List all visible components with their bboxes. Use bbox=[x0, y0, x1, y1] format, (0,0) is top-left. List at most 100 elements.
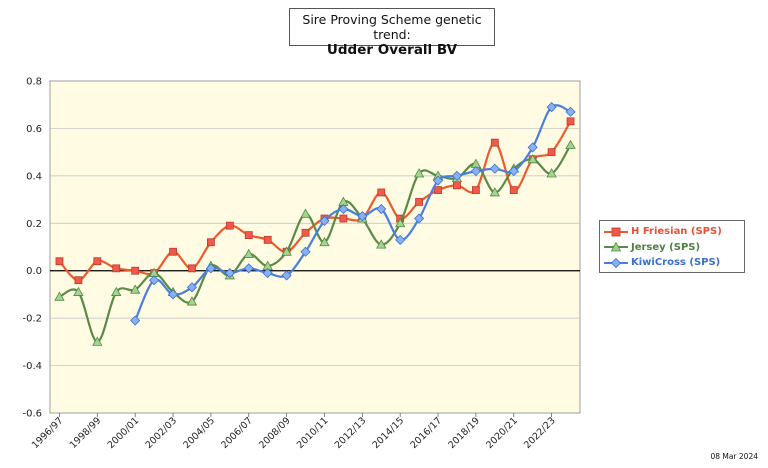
kiwicross-point bbox=[527, 142, 538, 153]
plot-background bbox=[49, 80, 581, 414]
kiwicross-point bbox=[565, 106, 576, 117]
y-tick-label: 0.0 bbox=[26, 266, 42, 277]
h-friesian-point bbox=[225, 221, 234, 230]
x-tick-label: 2008/09 bbox=[257, 415, 293, 451]
h-friesian-point bbox=[377, 188, 386, 197]
kiwicross-point bbox=[167, 289, 179, 300]
kiwicross-point bbox=[205, 263, 216, 274]
h-friesian-point bbox=[131, 266, 140, 275]
jersey-point bbox=[527, 153, 538, 164]
x-tick-label: 2022/23 bbox=[522, 415, 558, 451]
jersey-point bbox=[376, 239, 387, 249]
h-friesian-point bbox=[453, 181, 461, 190]
jersey-series-line bbox=[58, 144, 572, 343]
kiwicross-point bbox=[489, 163, 500, 174]
y-tick-label: 0.8 bbox=[26, 77, 42, 88]
x-tick-label: 1998/99 bbox=[68, 415, 104, 451]
chart-title: Sire Proving Scheme genetic trend: bbox=[302, 12, 482, 42]
jersey-point bbox=[394, 217, 406, 228]
chart-subtitle: Udder Overall BV bbox=[326, 42, 458, 58]
kiwicross-point bbox=[508, 166, 519, 177]
h-friesian-point bbox=[566, 117, 575, 126]
legend-item-jersey: Jersey (SPS) bbox=[600, 240, 744, 256]
chart-title-box: Sire Proving Scheme genetic trend: Udder… bbox=[289, 8, 495, 58]
legend-item-kiwicross: KiwiCross (SPS) bbox=[600, 255, 744, 271]
h-friesian-point bbox=[112, 264, 121, 273]
kiwicross-point bbox=[243, 263, 254, 274]
h-friesian-series-line bbox=[58, 120, 572, 282]
h-friesian-point bbox=[206, 238, 215, 247]
kiwicross-point bbox=[546, 102, 557, 113]
h-friesian-point bbox=[434, 186, 442, 194]
h-friesian-point bbox=[188, 264, 196, 273]
jersey-point bbox=[319, 236, 330, 247]
legend-label: KiwiCross (SPS) bbox=[631, 257, 721, 269]
jersey-point bbox=[281, 246, 292, 256]
jersey-point bbox=[92, 336, 103, 346]
jersey-point bbox=[413, 168, 425, 178]
h-friesian-point bbox=[490, 138, 499, 147]
kiwicross-point bbox=[432, 175, 444, 186]
kiwicross-point bbox=[338, 203, 349, 215]
h-friesian-point bbox=[415, 198, 424, 206]
kiwicross-point bbox=[224, 268, 235, 279]
kiwicross-point bbox=[376, 203, 387, 215]
h-friesian-legend-icon bbox=[604, 227, 628, 237]
h-friesian-point bbox=[509, 186, 518, 194]
jersey-point bbox=[111, 286, 122, 296]
h-friesian-point bbox=[301, 228, 310, 237]
kiwicross-point bbox=[149, 275, 160, 286]
x-tick-label: 2020/21 bbox=[484, 415, 520, 451]
h-friesian-point bbox=[55, 257, 64, 266]
x-tick-label: 2016/17 bbox=[408, 415, 444, 451]
date-stamp: 08 Mar 2024 bbox=[710, 452, 758, 461]
series-group bbox=[54, 102, 576, 346]
kiwicross-point bbox=[130, 315, 141, 326]
jersey-point bbox=[186, 296, 198, 306]
y-tick-label: -0.4 bbox=[22, 361, 42, 372]
x-tick-label: 2010/11 bbox=[295, 415, 331, 451]
kiwicross-point bbox=[186, 282, 198, 293]
jersey-point bbox=[243, 248, 254, 259]
legend-label: Jersey (SPS) bbox=[631, 241, 701, 253]
h-friesian-point bbox=[93, 257, 102, 266]
kiwicross-point bbox=[281, 270, 292, 281]
legend-label: H Friesian (SPS) bbox=[631, 226, 722, 238]
h-friesian-point bbox=[74, 276, 83, 285]
h-friesian-point bbox=[547, 148, 556, 157]
kiwicross-legend-icon bbox=[604, 257, 628, 268]
x-tick-label: 2014/15 bbox=[371, 415, 407, 451]
kiwicross-point bbox=[451, 170, 463, 181]
h-friesian-point bbox=[244, 231, 253, 240]
jersey-point bbox=[129, 284, 141, 294]
y-tick-label: -0.6 bbox=[22, 409, 42, 420]
kiwicross-point bbox=[414, 213, 425, 224]
jersey-point bbox=[73, 286, 84, 296]
y-tick-label: -0.2 bbox=[22, 314, 42, 325]
y-tick-label: 0.6 bbox=[26, 124, 42, 135]
jersey-legend-icon bbox=[604, 241, 628, 252]
legend: H Friesian (SPS) Jersey (SPS) KiwiCross … bbox=[599, 220, 745, 273]
kiwicross-point bbox=[300, 246, 311, 257]
jersey-point bbox=[565, 139, 576, 149]
jersey-point bbox=[489, 187, 501, 197]
y-tick-label: 0.2 bbox=[26, 219, 42, 230]
x-tick-label: 2004/05 bbox=[181, 415, 217, 451]
h-friesian-point bbox=[471, 186, 480, 194]
jersey-point bbox=[300, 208, 311, 218]
x-tick-label: 2002/03 bbox=[143, 415, 179, 451]
legend-item-h-friesian: H Friesian (SPS) bbox=[600, 224, 744, 240]
x-tick-label: 1996/97 bbox=[30, 415, 66, 451]
x-tick-label: 2006/07 bbox=[219, 415, 255, 451]
x-tick-label: 2012/13 bbox=[333, 415, 369, 451]
h-friesian-point bbox=[339, 214, 348, 223]
kiwicross-point bbox=[262, 268, 273, 279]
x-tick-label: 2000/01 bbox=[106, 415, 142, 451]
kiwicross-point bbox=[319, 215, 330, 226]
jersey-point bbox=[546, 168, 557, 178]
h-friesian-point bbox=[263, 235, 272, 244]
kiwicross-point bbox=[357, 211, 368, 222]
h-friesian-point bbox=[169, 247, 177, 256]
plot-area bbox=[49, 80, 581, 414]
